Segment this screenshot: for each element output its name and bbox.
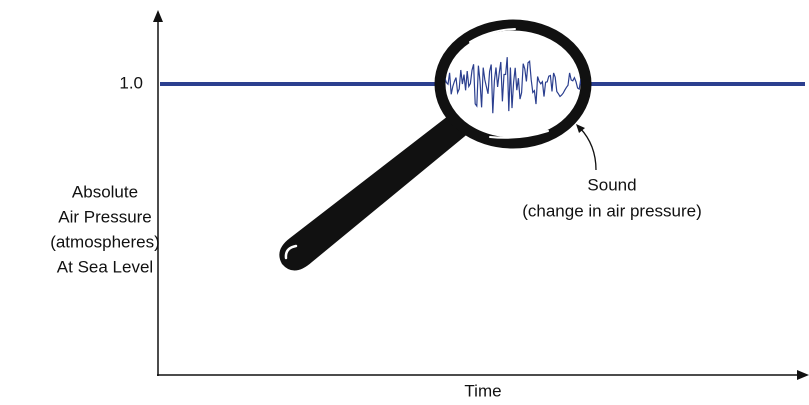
diagram: 1.0 Absolute Air Pressure (atmospheres) … — [0, 0, 809, 405]
annotation-arrow — [580, 128, 596, 170]
magnifier-handle — [279, 116, 470, 271]
y-axis-arrow — [153, 10, 163, 22]
annotation: Sound — [587, 175, 636, 194]
annotation: (change in air pressure) — [522, 201, 702, 220]
y-label: Air Pressure — [58, 207, 152, 226]
x-label: Time — [464, 381, 501, 400]
tick-label: 1.0 — [119, 73, 143, 92]
y-label: At Sea Level — [57, 257, 153, 276]
y-label: Absolute — [72, 182, 138, 201]
y-label: (atmospheres) — [50, 232, 160, 251]
x-axis-arrow — [797, 370, 809, 380]
